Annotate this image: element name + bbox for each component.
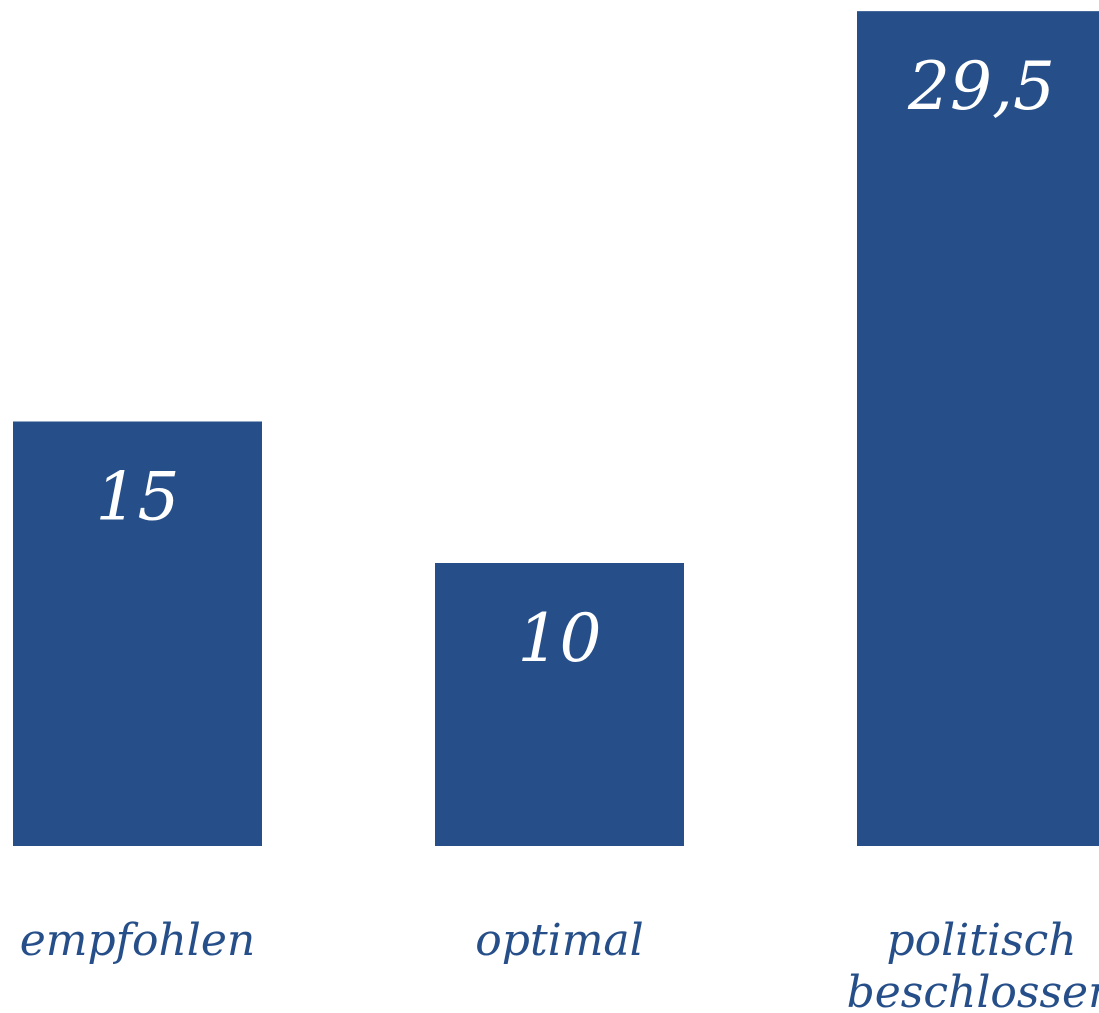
- category-label-line: empfohlen: [20, 915, 256, 966]
- category-label-line: politisch: [886, 915, 1076, 966]
- bar-value-label-1: 15: [96, 459, 180, 536]
- value-labels-layer: 15 10 29,5: [96, 48, 1055, 677]
- bars-layer: [13, 11, 1099, 846]
- bar-value-label-2: 10: [518, 600, 602, 677]
- category-labels-layer: empfohlen optimal politisch beschlossen: [20, 915, 1099, 1013]
- category-label-2: optimal: [475, 915, 643, 966]
- category-label-3: politisch beschlossen: [847, 915, 1099, 1013]
- category-label-1: empfohlen: [20, 915, 256, 966]
- category-label-line: beschlossen: [847, 967, 1099, 1013]
- bar-2: [435, 563, 684, 846]
- category-label-line: optimal: [475, 915, 643, 966]
- bar-value-label-3: 29,5: [907, 48, 1055, 125]
- bar-1: [13, 421, 262, 846]
- bar-3: [857, 11, 1099, 846]
